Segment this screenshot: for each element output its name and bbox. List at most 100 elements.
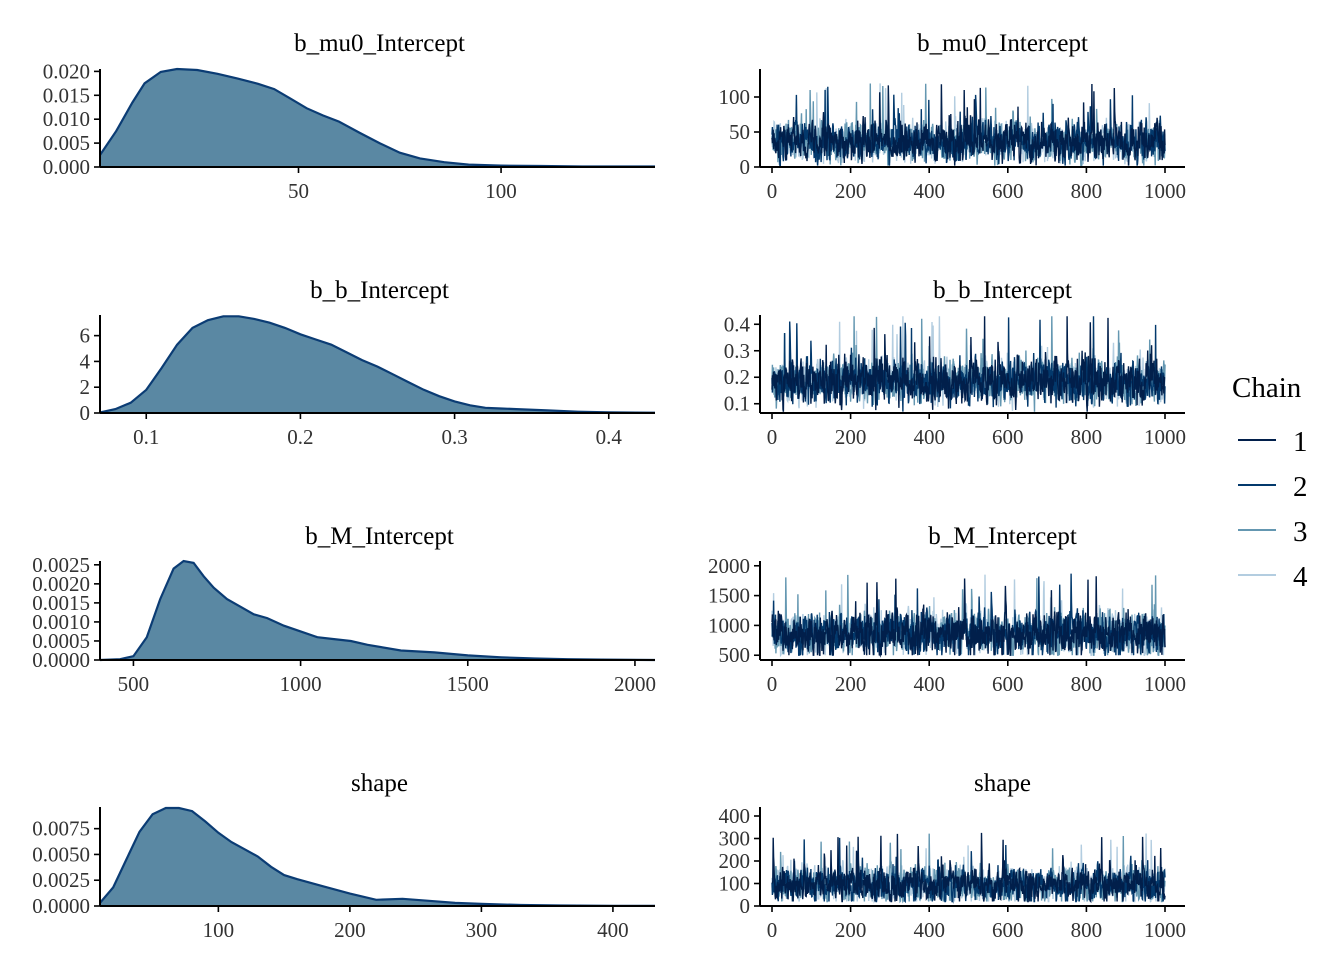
x-tick-label: 400 [913,425,945,449]
panel-title: b_b_Intercept [310,277,449,304]
y-tick-label: 200 [719,849,751,873]
y-tick-label: 1500 [708,584,750,608]
y-tick-label: 0.0015 [32,591,90,615]
x-tick-label: 0.3 [441,425,467,449]
x-tick-label: 800 [1071,425,1103,449]
density-area [100,316,655,413]
x-tick-label: 400 [913,918,945,942]
y-tick-label: 0.0020 [32,572,90,596]
panel-7: shape 100 200 300 400 0.00000.00250.00500.007… [32,770,656,942]
x-tick-label: 1000 [1144,425,1186,449]
x-tick-label: 600 [992,179,1024,203]
y-tick-label: 0.0000 [32,894,90,918]
legend-label-chain-4: 4 [1293,561,1308,593]
x-tick-label: 200 [835,918,867,942]
y-tick-label: 0 [740,155,751,179]
x-tick-label: 0 [767,918,778,942]
panel-title: b_M_Intercept [928,523,1077,550]
x-tick-label: 300 [466,918,498,942]
panel-1: b_mu0_Intercept 50 100 0.0000.0050.0100.015… [43,30,655,203]
y-tick-label: 0.0075 [32,817,90,841]
trace-line-chain-1 [771,83,1166,166]
panel-2: b_mu0_Intercept 0 200 400 600 800 1000 0 50 100 [719,30,1187,203]
legend-label-chain-2: 2 [1293,471,1308,503]
panel-6: b_M_Intercept 0 200 400 600 800 1000 500 1000 150… [708,523,1186,696]
x-tick-label: 400 [913,179,945,203]
trace-line-chain-1 [771,576,1166,658]
legend: Chain 1 2 3 4 [1232,372,1308,593]
x-tick-label: 2000 [614,672,656,696]
y-tick-label: 0.005 [43,131,90,155]
y-tick-label: 0.3 [724,339,750,363]
y-tick-label: 0.0005 [32,629,90,653]
density-line [99,315,656,414]
x-tick-label: 800 [1071,179,1103,203]
y-tick-label: 0.2 [724,365,750,389]
density-area [100,69,655,167]
x-tick-label: 1500 [447,672,489,696]
x-tick-label: 1000 [280,672,322,696]
y-tick-label: 0.015 [43,83,90,107]
density-line [99,67,655,168]
y-tick-label: 0.0025 [32,868,90,892]
panel-4: b_b_Intercept 0 200 400 600 800 1000 0.1 0.20.3 0… [724,277,1186,449]
x-tick-label: 400 [597,918,629,942]
y-tick-label: 0.0025 [32,553,90,577]
legend-label-chain-1: 1 [1293,426,1308,458]
legend-title: Chain [1232,372,1302,404]
panel-title: b_M_Intercept [305,523,454,550]
y-tick-label: 2 [80,375,91,399]
y-tick-label: 100 [719,85,751,109]
x-tick-label: 1000 [1144,672,1186,696]
panel-title: b_mu0_Intercept [917,30,1088,57]
y-tick-label: 0.010 [43,107,90,131]
y-tick-label: 0.0000 [32,648,90,672]
x-tick-label: 0.4 [596,425,623,449]
x-tick-label: 800 [1071,672,1103,696]
density-line [99,559,656,662]
x-tick-label: 600 [992,425,1024,449]
panel-title: shape [974,770,1031,797]
y-tick-label: 0.1 [724,392,750,416]
y-tick-label: 1000 [708,613,750,637]
x-tick-label: 100 [485,179,517,203]
x-tick-label: 0 [767,425,778,449]
x-tick-label: 200 [835,425,867,449]
x-tick-label: 800 [1071,918,1103,942]
x-tick-label: 0 [767,179,778,203]
x-tick-label: 1000 [1144,918,1186,942]
x-tick-label: 0.2 [287,425,313,449]
trace-line-chain-1 [771,316,1166,412]
x-tick-label: 600 [992,672,1024,696]
x-tick-label: 200 [334,918,366,942]
y-tick-label: 6 [80,324,91,348]
x-tick-label: 600 [992,918,1024,942]
x-tick-label: 400 [913,672,945,696]
y-tick-label: 0 [740,894,751,918]
trace-line-chain-1 [771,832,1166,904]
y-tick-label: 0 [80,401,91,425]
density-line [99,806,656,907]
panel-title: b_mu0_Intercept [294,30,465,57]
x-tick-label: 200 [835,672,867,696]
y-tick-label: 300 [719,827,751,851]
y-tick-label: 0.0010 [32,610,90,634]
y-tick-label: 500 [719,643,751,667]
y-tick-label: 4 [80,349,91,373]
x-tick-label: 200 [835,179,867,203]
y-tick-label: 100 [719,872,751,896]
y-tick-label: 0.000 [43,155,90,179]
y-tick-label: 50 [729,120,750,144]
y-tick-label: 2000 [708,554,750,578]
panel-5: b_M_Intercept 500 1000 1500 2000 0.00000.0005… [32,523,656,696]
x-tick-label: 0.1 [133,425,159,449]
density-area [100,561,655,660]
x-tick-label: 50 [288,179,309,203]
x-tick-label: 100 [203,918,235,942]
density-area [100,808,655,906]
legend-label-chain-3: 3 [1293,516,1308,548]
y-tick-label: 0.4 [724,312,751,336]
